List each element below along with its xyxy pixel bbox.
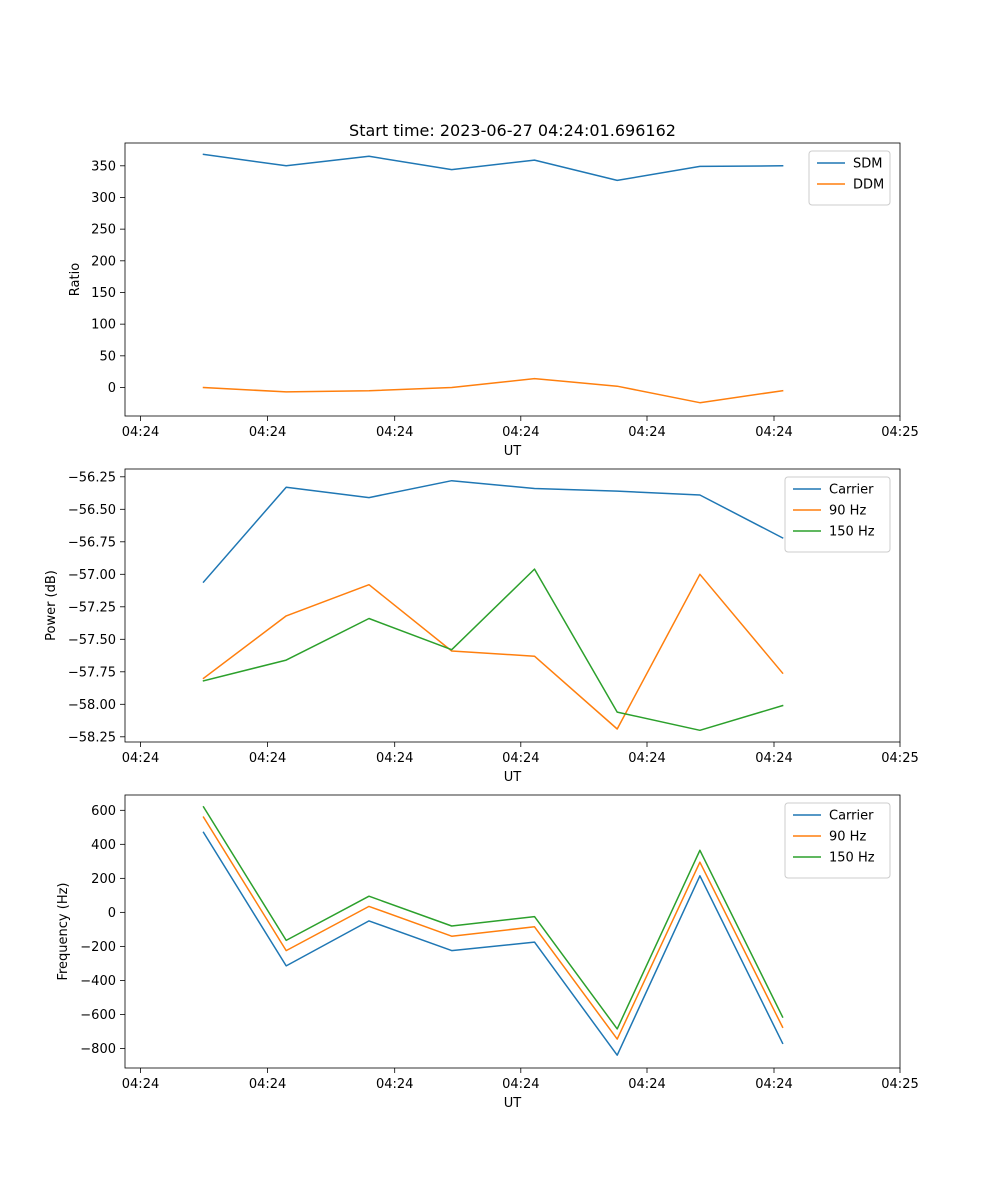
x-tick-label: 04:24 (249, 751, 286, 766)
legend-box (784, 802, 891, 879)
legend-label: 150 Hz (829, 525, 875, 540)
figure-title: Start time: 2023-06-27 04:24:01.696162 (349, 121, 676, 140)
legend-label: 150 Hz (829, 851, 875, 866)
x-tick-label: 04:24 (502, 425, 539, 440)
y-tick-label: 350 (91, 159, 116, 174)
legend: Carrier 90 Hz 150 Hz (784, 802, 891, 879)
y-tick-label: 250 (91, 223, 116, 238)
x-tick-label: 04:25 (881, 425, 918, 440)
x-tick-label: 04:24 (376, 751, 413, 766)
x-tick-label: 04:24 (755, 751, 792, 766)
legend-box (808, 150, 891, 206)
x-tick-label: 04:24 (628, 751, 665, 766)
series-line-carrier (202, 831, 784, 1056)
y-tick-label: −57.25 (68, 600, 116, 615)
axes-frame (124, 468, 901, 743)
legend-box (784, 476, 891, 553)
y-tick-label: −200 (80, 940, 116, 955)
x-tick-label: 04:25 (881, 1077, 918, 1092)
y-tick-label: −56.75 (68, 535, 116, 550)
series-line-150-hz (202, 568, 784, 732)
y-tick-label: −57.75 (68, 665, 116, 680)
x-tick-label: 04:24 (376, 1077, 413, 1092)
y-tick-label: 600 (91, 804, 116, 819)
legend: Carrier 90 Hz 150 Hz (784, 476, 891, 553)
series-line-carrier (202, 479, 784, 584)
series-line-90-hz (202, 573, 784, 730)
legend-label: 90 Hz (829, 504, 866, 519)
y-tick-label: −57.50 (68, 633, 116, 648)
y-tick-label: −800 (80, 1042, 116, 1057)
x-axis-label: UT (504, 444, 522, 459)
x-axis-label: UT (504, 1096, 522, 1111)
x-tick-label: 04:24 (122, 425, 159, 440)
legend-label: Carrier (829, 483, 874, 498)
legend: SDM DDM (808, 150, 891, 206)
x-tick-label: 04:24 (249, 425, 286, 440)
x-tick-label: 04:24 (249, 1077, 286, 1092)
y-tick-label: 0 (108, 906, 116, 921)
x-tick-label: 04:24 (628, 1077, 665, 1092)
x-tick-label: 04:24 (122, 1077, 159, 1092)
legend-label: DDM (853, 178, 884, 193)
y-tick-label: −58.25 (68, 730, 116, 745)
axes-frame (124, 142, 901, 417)
series-line-ddm (202, 377, 784, 404)
x-axis-label: UT (504, 770, 522, 785)
y-tick-label: −56.25 (68, 470, 116, 485)
y-tick-label: −600 (80, 1008, 116, 1023)
x-tick-label: 04:24 (122, 751, 159, 766)
y-axis-label: Ratio (68, 263, 83, 296)
x-tick-label: 04:24 (755, 425, 792, 440)
series-line-150-hz (202, 805, 784, 1030)
chart-panel-2: 04:24 04:24 04:24 04:24 04:24 04:24 04:25 −58.2… (44, 468, 919, 785)
legend-label: Carrier (829, 809, 874, 824)
y-tick-label: 200 (91, 254, 116, 269)
y-tick-label: 300 (91, 191, 116, 206)
legend-label: SDM (853, 157, 882, 172)
y-tick-label: 400 (91, 838, 116, 853)
y-tick-label: −400 (80, 974, 116, 989)
legend-label: 90 Hz (829, 830, 866, 845)
y-tick-label: −56.50 (68, 503, 116, 518)
chart-panel-3: 04:24 04:24 04:24 04:24 04:24 04:24 04:25 −800 −… (56, 794, 919, 1111)
series-line-sdm (202, 153, 784, 182)
y-axis-label: Power (dB) (44, 570, 59, 641)
axes-frame (124, 794, 901, 1069)
y-tick-label: −57.00 (68, 568, 116, 583)
x-tick-label: 04:24 (376, 425, 413, 440)
x-tick-label: 04:24 (755, 1077, 792, 1092)
series-line-90-hz (202, 816, 784, 1040)
x-tick-label: 04:24 (502, 1077, 539, 1092)
y-tick-label: −58.00 (68, 698, 116, 713)
y-tick-label: 0 (108, 381, 116, 396)
x-tick-label: 04:24 (502, 751, 539, 766)
y-tick-label: 100 (91, 318, 116, 333)
y-tick-label: 200 (91, 872, 116, 887)
chart-panel-1: 04:24 04:24 04:24 04:24 04:24 04:24 04:25 0 50 10… (68, 142, 919, 459)
x-tick-label: 04:25 (881, 751, 918, 766)
y-tick-label: 50 (99, 349, 116, 364)
y-axis-label: Frequency (Hz) (56, 882, 71, 980)
x-tick-label: 04:24 (628, 425, 665, 440)
y-tick-label: 150 (91, 286, 116, 301)
